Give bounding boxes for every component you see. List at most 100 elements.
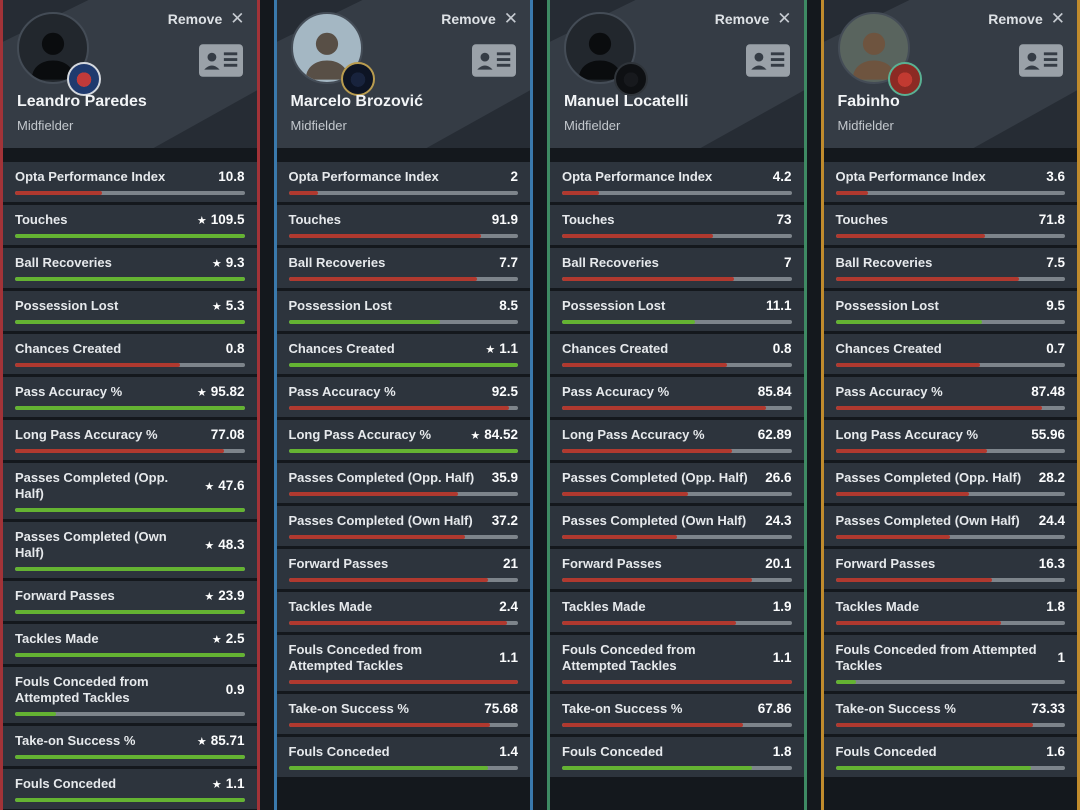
stat-line: Tackles Made 2.4 [289, 599, 519, 615]
stat-label: Chances Created [835, 341, 942, 356]
card-corner-decoration [973, 90, 1077, 148]
stat-value: 7 [784, 255, 792, 271]
stat-label: Possession Lost [15, 298, 119, 313]
stat-bar [835, 234, 1065, 238]
stat-line: Take-on Success % 75.68 [289, 701, 519, 717]
stat-label: Possession Lost [835, 298, 939, 313]
stat-bar-fill [288, 320, 440, 324]
player-id-card-icon[interactable] [1019, 44, 1063, 80]
player-card: Remove ✕ Marcelo Bro [276, 0, 530, 148]
best-value-star-icon: ★ [211, 778, 222, 791]
remove-button[interactable]: Remove ✕ [168, 10, 245, 27]
player-column: Remove ✕ Fabinho [820, 0, 1080, 810]
stat-value: 92.5 [492, 384, 518, 400]
stat-value: ★ 9.3 [212, 255, 245, 271]
stat-value-text: 1.8 [1046, 599, 1065, 614]
stat-bar [835, 621, 1065, 625]
stat-value-text: 55.96 [1031, 427, 1065, 442]
stat-row: Take-on Success % 73.33 [823, 694, 1077, 734]
stat-bar [15, 277, 245, 281]
stat-bar [835, 320, 1065, 324]
stat-bar [288, 320, 518, 324]
stat-label: Ball Recoveries [835, 255, 933, 270]
stat-value-text: 24.4 [1038, 513, 1065, 528]
stat-value: ★ 48.3 [204, 537, 244, 553]
stat-line: Fouls Conceded from Attempted Tackles 1 [836, 642, 1066, 674]
stat-bar-fill [562, 234, 714, 238]
stat-bar [562, 535, 792, 539]
player-name: Marcelo Brozović [290, 93, 423, 110]
stat-row: Long Pass Accuracy % 77.08 [3, 420, 257, 460]
stat-row: Passes Completed (Own Half) 24.4 [823, 506, 1077, 546]
stat-row: Possession Lost 9.5 [823, 291, 1077, 331]
best-value-star-icon: ★ [196, 386, 207, 399]
stat-line: Tackles Made 1.9 [562, 599, 792, 615]
juventus-badge-icon [614, 62, 648, 96]
stat-label: Pass Accuracy % [835, 384, 943, 399]
player-id-card-icon[interactable] [472, 44, 516, 80]
stat-bar-fill [835, 578, 992, 582]
stat-bar [288, 449, 518, 453]
player-card: Remove ✕ Manuel Loca [550, 0, 804, 148]
stat-value: 1.6 [1046, 744, 1065, 760]
stat-row: Forward Passes ★ 23.9 [3, 581, 257, 621]
remove-button[interactable]: Remove ✕ [988, 10, 1065, 27]
stat-line: Touches 91.9 [289, 212, 519, 228]
stat-line: Fouls Conceded 1.8 [562, 744, 792, 760]
stat-line: Chances Created 0.7 [836, 341, 1066, 357]
stat-value-text: 7.7 [499, 255, 518, 270]
best-value-star-icon: ★ [470, 429, 481, 442]
stat-row: Opta Performance Index 4.2 [550, 162, 804, 202]
stat-row: Chances Created ★ 1.1 [276, 334, 530, 374]
player-id-card-icon[interactable] [198, 44, 243, 80]
remove-button[interactable]: Remove ✕ [715, 10, 792, 27]
stat-row: Forward Passes 20.1 [550, 549, 804, 589]
stat-value-text: 26.6 [765, 470, 792, 485]
stat-bar-fill [562, 492, 689, 496]
stat-value-text: 5.3 [225, 298, 245, 313]
player-position: Midfielder [564, 118, 621, 133]
stat-value: 0.9 [226, 682, 245, 698]
stat-line: Pass Accuracy % 92.5 [289, 384, 519, 400]
stat-line: Pass Accuracy % ★ 95.82 [15, 384, 245, 400]
stat-bar-fill [288, 363, 518, 367]
liverpool-badge-icon [887, 62, 922, 96]
card-corner-decoration [426, 90, 530, 148]
stat-line: Pass Accuracy % 87.48 [836, 384, 1066, 400]
stat-label: Opta Performance Index [288, 169, 439, 184]
stat-bar [562, 766, 792, 770]
stat-line: Touches 71.8 [836, 212, 1066, 228]
stat-row: Passes Completed (Own Half) 24.3 [550, 506, 804, 546]
stat-value: 35.9 [492, 470, 518, 486]
best-value-star-icon: ★ [211, 257, 222, 270]
remove-button[interactable]: Remove ✕ [441, 10, 518, 27]
stat-line: Opta Performance Index 10.8 [15, 169, 245, 185]
stat-value-text: 7 [783, 255, 792, 270]
stat-value: 10.8 [218, 169, 244, 185]
stat-bar [15, 508, 245, 512]
stat-row: Forward Passes 21 [276, 549, 530, 589]
stat-bar [835, 680, 1065, 684]
stat-value-text: 67.86 [757, 701, 792, 716]
stat-bar [835, 191, 1065, 195]
stat-line: Touches 73 [562, 212, 792, 228]
stat-value-text: 0.8 [772, 341, 792, 356]
stat-value-text: 1.1 [499, 341, 518, 356]
stat-row: Tackles Made ★ 2.5 [3, 624, 257, 664]
stat-line: Passes Completed (Own Half) 37.2 [289, 513, 519, 529]
player-id-card-icon[interactable] [745, 44, 790, 80]
stat-row: Chances Created 0.8 [3, 334, 257, 374]
stat-label: Ball Recoveries [15, 255, 112, 270]
stat-value: 37.2 [492, 513, 518, 529]
stat-row: Possession Lost 8.5 [276, 291, 530, 331]
stat-value: 1.1 [499, 650, 518, 666]
stat-line: Ball Recoveries 7.7 [289, 255, 519, 271]
stat-bar-fill [15, 610, 245, 614]
stat-bar [288, 535, 518, 539]
stat-value-text: 2 [510, 169, 518, 184]
stat-value-text: 109.5 [210, 212, 245, 227]
stat-value: 16.3 [1039, 556, 1065, 572]
stat-value: 1.8 [773, 744, 792, 760]
stat-label: Touches [562, 212, 615, 227]
stat-line: Fouls Conceded from Attempted Tackles 1.1 [289, 642, 519, 674]
